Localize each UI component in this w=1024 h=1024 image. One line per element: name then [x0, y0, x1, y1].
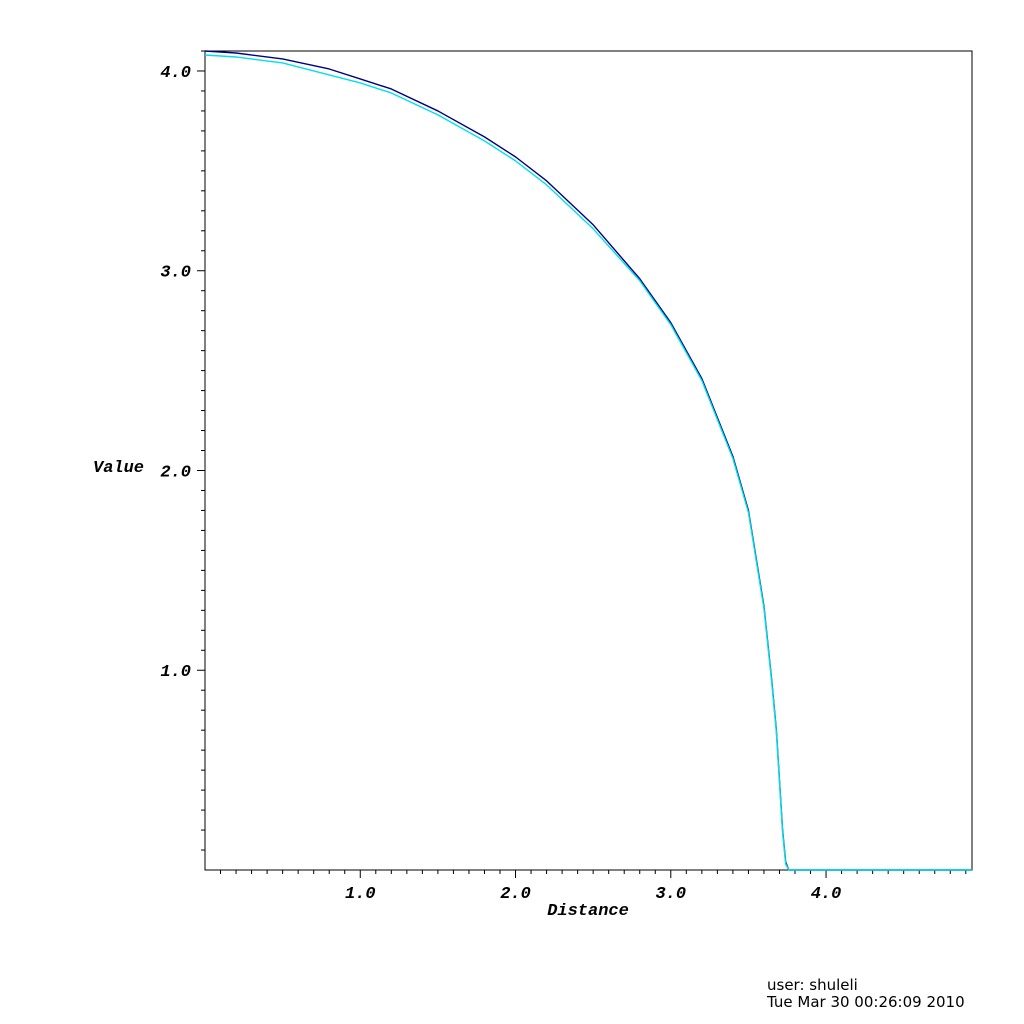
plot-frame [204, 50, 973, 871]
footer-user: user: shuleli [767, 976, 858, 994]
y-tick-label: 3.0 [160, 264, 191, 283]
x-tick-label: 4.0 [811, 885, 842, 904]
axis-ticks [197, 50, 967, 878]
series-line-2 [204, 54, 972, 871]
footer-timestamp: Tue Mar 30 00:26:09 2010 [767, 993, 965, 1011]
tick-labels: 1.0 2.0 3.0 4.0 1.0 2.0 3.0 4.0 [160, 64, 841, 904]
footer-info: user: shuleli Tue Mar 30 00:26:09 2010 [767, 977, 965, 1011]
x-axis-title: Distance [547, 902, 629, 921]
y-tick-label: 1.0 [160, 663, 191, 682]
series-lines [204, 50, 972, 871]
y-tick-label: 2.0 [160, 463, 191, 482]
x-tick-label: 3.0 [655, 885, 686, 904]
x-tick-label: 2.0 [500, 885, 531, 904]
x-tick-label: 1.0 [345, 885, 376, 904]
y-axis-title: Value [93, 459, 144, 478]
y-tick-label: 4.0 [160, 64, 191, 83]
series-line-1 [204, 50, 972, 871]
